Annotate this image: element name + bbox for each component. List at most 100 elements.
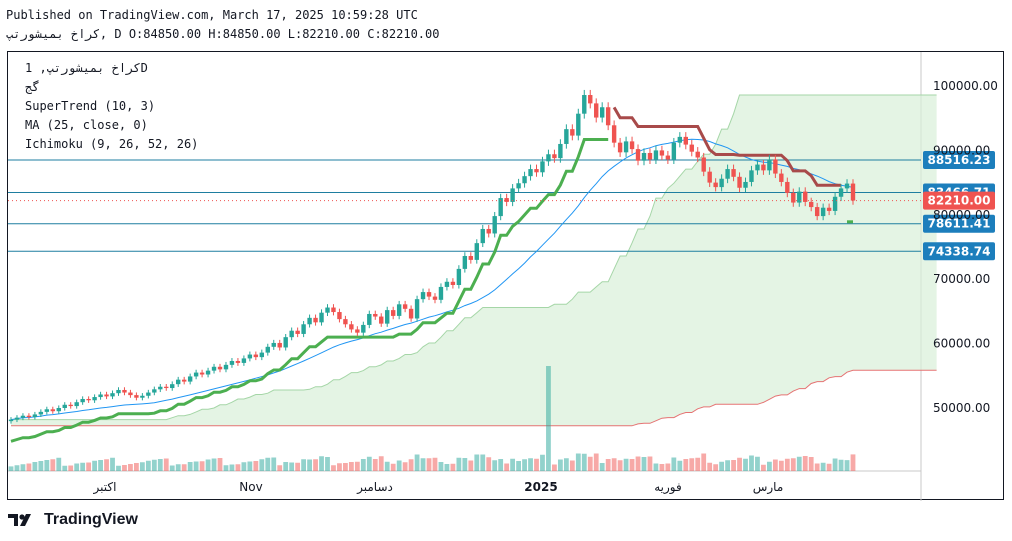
volume-bar <box>50 459 56 471</box>
candle-body <box>116 389 121 394</box>
volume-bar <box>307 459 312 471</box>
candle-body <box>277 342 282 348</box>
level-label: 88516.23 <box>927 153 990 167</box>
volume-bar <box>761 464 766 471</box>
candle-body <box>44 409 50 412</box>
candle-body <box>271 342 276 347</box>
candle-body <box>199 372 205 375</box>
volume-bar <box>26 463 32 471</box>
volume-bar <box>522 459 527 471</box>
volume-bar <box>235 464 241 471</box>
candle-body <box>456 268 462 285</box>
volume-bar <box>647 456 653 471</box>
candle-body <box>420 292 426 300</box>
volume-bar <box>504 463 510 471</box>
candle-body <box>253 354 259 358</box>
legend-exchange: گج <box>25 80 40 94</box>
candle-body <box>647 152 653 160</box>
volume-bar <box>671 457 677 471</box>
price-chart[interactable]: 88516.2383466.7178611.4174338.7482210.00… <box>8 52 1005 501</box>
candle-body <box>379 316 384 324</box>
legend-ma[interactable]: MA (25, close, 0) <box>25 118 148 132</box>
volume-bar <box>474 454 480 471</box>
candle-body <box>426 292 432 297</box>
candle-body <box>414 299 420 319</box>
volume-bar <box>563 458 569 471</box>
candle-body <box>498 198 503 217</box>
volume-bar <box>480 454 486 471</box>
volume-bar <box>38 461 44 471</box>
tradingview-logo[interactable]: TradingView <box>8 511 138 529</box>
volume-bar <box>617 460 623 471</box>
volume-bar <box>569 460 575 471</box>
volume-bar <box>587 456 593 471</box>
candle-body <box>779 173 784 182</box>
legend-supertrend[interactable]: SuperTrend (10, 3) <box>25 99 156 113</box>
volume-bar <box>331 465 336 471</box>
volume-bar <box>468 460 474 471</box>
volume-bar <box>575 453 581 471</box>
candle-body <box>588 95 593 104</box>
volume-bar <box>259 459 265 471</box>
candle-body <box>325 307 330 313</box>
candle-body <box>683 136 688 145</box>
candle-body <box>546 154 551 162</box>
volume-bar <box>169 465 175 471</box>
x-tick-label: فوریه <box>654 480 682 495</box>
candle-body <box>659 150 665 156</box>
candle-body <box>343 319 348 325</box>
candle-body <box>181 379 187 382</box>
chart-frame[interactable]: 88516.2383466.7178611.4174338.7482210.00… <box>7 51 1005 501</box>
candle-body <box>205 370 211 375</box>
volume-bar <box>122 465 127 471</box>
tradingview-logo-icon <box>8 514 31 526</box>
volume-bar <box>80 462 86 471</box>
candle-body <box>689 144 694 152</box>
candle-body <box>599 107 605 118</box>
volume-bar <box>677 460 683 471</box>
candle-body <box>295 330 300 334</box>
candle-body <box>361 324 366 333</box>
y-tick-label: 80000.00 <box>933 208 990 222</box>
candle-body <box>367 313 372 325</box>
candle-body <box>558 143 563 159</box>
candle-body <box>104 394 109 397</box>
volume-bar <box>772 459 778 471</box>
volume-bar <box>348 462 354 471</box>
supertrend-line <box>612 106 842 187</box>
volume-bar <box>372 459 378 471</box>
volume-bar <box>301 459 307 471</box>
ma-line <box>10 138 854 421</box>
candle-body <box>164 386 169 389</box>
candle-body <box>14 417 20 420</box>
volume-bar <box>546 366 551 471</box>
candle-body <box>62 404 67 408</box>
candle-body <box>677 136 683 143</box>
candle-body <box>468 256 474 260</box>
volume-bar <box>157 459 163 471</box>
volume-bar <box>743 458 748 471</box>
volume-bar <box>796 456 802 471</box>
candle-body <box>20 415 26 418</box>
ichimoku-span-b <box>11 369 937 427</box>
volume-bar <box>719 461 725 471</box>
candle-body <box>432 296 438 300</box>
candle-body <box>229 360 235 365</box>
candle-body <box>265 346 270 353</box>
volume-bar <box>74 463 80 471</box>
candle-body <box>594 103 599 118</box>
candle-body <box>832 196 838 211</box>
last-price-label-bg <box>923 191 995 210</box>
candle-body <box>576 113 581 136</box>
level-label: 78611.41 <box>927 217 990 231</box>
candle-body <box>814 207 820 217</box>
candle-body <box>707 171 712 183</box>
candle-body <box>152 389 157 393</box>
candle-body <box>611 125 617 143</box>
x-tick-label: دسامبر <box>356 480 393 495</box>
volume-bar <box>408 459 414 471</box>
ichimoku-span-a <box>11 94 937 421</box>
volume-bar <box>629 459 635 471</box>
volume-bar <box>187 462 193 471</box>
legend-ichimoku[interactable]: Ichimoku (9, 26, 52, 26) <box>25 137 199 151</box>
